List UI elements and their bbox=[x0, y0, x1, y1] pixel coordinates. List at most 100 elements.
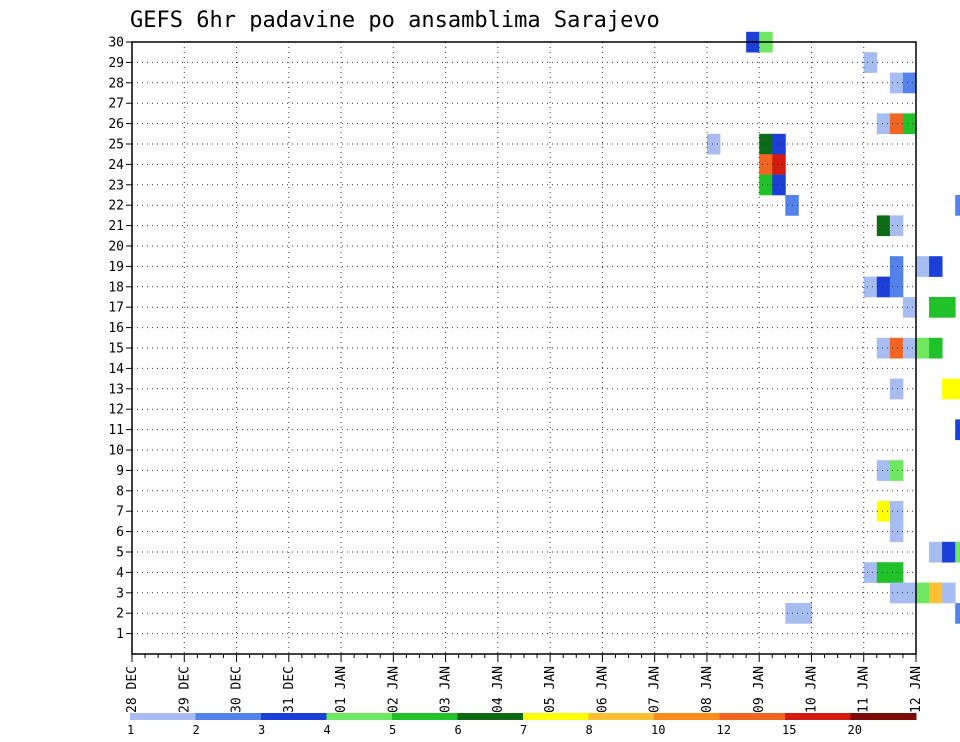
heatmap-cell bbox=[876, 276, 891, 298]
heatmap-cell bbox=[876, 337, 891, 359]
heatmap-cell bbox=[863, 52, 878, 73]
heatmap-cell bbox=[772, 133, 786, 155]
heatmap-cell bbox=[889, 256, 904, 277]
x-tick-label: 05 JAN bbox=[543, 666, 558, 713]
x-tick-label: 04 JAN bbox=[491, 666, 506, 713]
x-tick-label: 07 JAN bbox=[648, 666, 663, 713]
colorbar-swatch bbox=[457, 713, 524, 720]
heatmap-cell bbox=[955, 195, 960, 216]
heatmap-cell bbox=[876, 460, 891, 481]
heatmap-cells bbox=[706, 31, 960, 624]
colorbar-swatch bbox=[654, 713, 720, 720]
heatmap-cell bbox=[929, 297, 943, 318]
heatmap-cell bbox=[889, 562, 904, 583]
y-tick-label: 4 bbox=[116, 566, 124, 581]
heatmap-cell bbox=[902, 297, 917, 318]
heatmap-cell bbox=[902, 113, 917, 135]
heatmap-cell bbox=[942, 378, 956, 400]
x-tick-label: 01 JAN bbox=[334, 666, 349, 713]
heatmap-cell bbox=[772, 154, 786, 175]
y-tick-label: 11 bbox=[108, 423, 124, 438]
colorbar-swatch bbox=[130, 713, 196, 720]
plot-frame bbox=[131, 41, 917, 655]
heatmap-cell bbox=[889, 113, 904, 135]
y-tick-label: 13 bbox=[108, 382, 124, 397]
heatmap-cell bbox=[889, 337, 904, 359]
colorbar-label: 4 bbox=[324, 723, 331, 737]
y-tick-label: 27 bbox=[108, 97, 124, 112]
heatmap-cell bbox=[929, 582, 943, 604]
colorbar-swatch bbox=[392, 713, 458, 720]
y-tick-label: 2 bbox=[116, 607, 124, 622]
heatmap-cell bbox=[955, 603, 960, 624]
colorbar-swatch bbox=[195, 713, 262, 720]
y-tick-label: 19 bbox=[108, 260, 124, 275]
y-tick-label: 3 bbox=[116, 586, 124, 601]
y-tick-label: 18 bbox=[108, 280, 124, 295]
y-tick-label: 25 bbox=[108, 138, 124, 153]
heatmap-cell bbox=[889, 521, 904, 543]
heatmap-cell bbox=[942, 541, 956, 563]
heatmap-cell bbox=[889, 276, 904, 298]
y-tick-label: 1 bbox=[116, 627, 124, 642]
heatmap-cell bbox=[759, 133, 773, 155]
heatmap-cell bbox=[876, 562, 891, 583]
y-tick-label: 14 bbox=[108, 362, 124, 377]
heatmap-cell bbox=[798, 603, 812, 624]
y-tick-label: 10 bbox=[108, 444, 124, 459]
heatmap-cell bbox=[759, 174, 773, 196]
heatmap-cell bbox=[929, 256, 943, 277]
y-tick-label: 5 bbox=[116, 546, 124, 561]
y-tick-label: 17 bbox=[108, 301, 124, 316]
heatmap-cell bbox=[889, 460, 904, 481]
colorbar-label: 8 bbox=[586, 723, 593, 737]
x-tick-label: 11 JAN bbox=[857, 666, 872, 713]
x-tick-label: 12 JAN bbox=[909, 666, 924, 713]
heatmap-cell bbox=[876, 501, 891, 522]
x-axis: 28 DEC 29 DEC 30 DEC 31 DEC 01 JAN 02 JAN 03 J… bbox=[125, 654, 924, 713]
heatmap-cell bbox=[706, 133, 721, 155]
y-tick-label: 7 bbox=[116, 505, 124, 520]
y-tick-label: 30 bbox=[108, 36, 124, 51]
x-tick-label: 08 JAN bbox=[700, 666, 715, 713]
x-tick-label: 31 DEC bbox=[282, 666, 297, 713]
heatmap-cell bbox=[889, 72, 904, 94]
y-tick-label: 22 bbox=[108, 199, 124, 214]
colorbar-label: 10 bbox=[651, 723, 665, 737]
y-tick-label: 8 bbox=[116, 484, 124, 499]
y-tick-label: 16 bbox=[108, 321, 124, 336]
heatmap-cell bbox=[955, 419, 960, 441]
heatmap-cell bbox=[863, 562, 878, 583]
colorbar-label: 6 bbox=[455, 723, 462, 737]
colorbar-swatch bbox=[719, 713, 786, 720]
y-tick-label: 28 bbox=[108, 76, 124, 91]
colorbar-label: 2 bbox=[193, 723, 200, 737]
x-tick-label: 29 DEC bbox=[177, 666, 192, 713]
colorbar-swatch bbox=[588, 713, 655, 720]
heatmap-cell bbox=[942, 297, 956, 318]
colorbar-label: 7 bbox=[520, 723, 527, 737]
heatmap-cell bbox=[942, 582, 956, 604]
heatmap-cell bbox=[916, 582, 930, 604]
x-tick-label: 06 JAN bbox=[595, 666, 610, 713]
x-tick-label: 02 JAN bbox=[386, 666, 401, 713]
colorbar-swatch bbox=[523, 713, 589, 720]
colorbar-swatch bbox=[261, 713, 327, 720]
heatmap-cell bbox=[759, 154, 773, 175]
colorbar-swatch bbox=[785, 713, 851, 720]
heatmap-cell bbox=[876, 113, 891, 135]
y-axis: 1234567891011121314151617181920212223242… bbox=[108, 36, 132, 642]
heatmap-cell bbox=[889, 215, 904, 237]
y-tick-label: 26 bbox=[108, 117, 124, 132]
y-tick-label: 6 bbox=[116, 525, 124, 540]
y-tick-label: 12 bbox=[108, 403, 124, 418]
x-tick-label: 09 JAN bbox=[752, 666, 767, 713]
heatmap-cell bbox=[916, 256, 930, 277]
x-tick-label: 03 JAN bbox=[439, 666, 454, 713]
heatmap-cell bbox=[916, 337, 930, 359]
heatmap-cell bbox=[772, 174, 786, 196]
heatmap-cell bbox=[863, 276, 878, 298]
colorbar-label: 12 bbox=[717, 723, 731, 737]
colorbar-label: 5 bbox=[389, 723, 396, 737]
